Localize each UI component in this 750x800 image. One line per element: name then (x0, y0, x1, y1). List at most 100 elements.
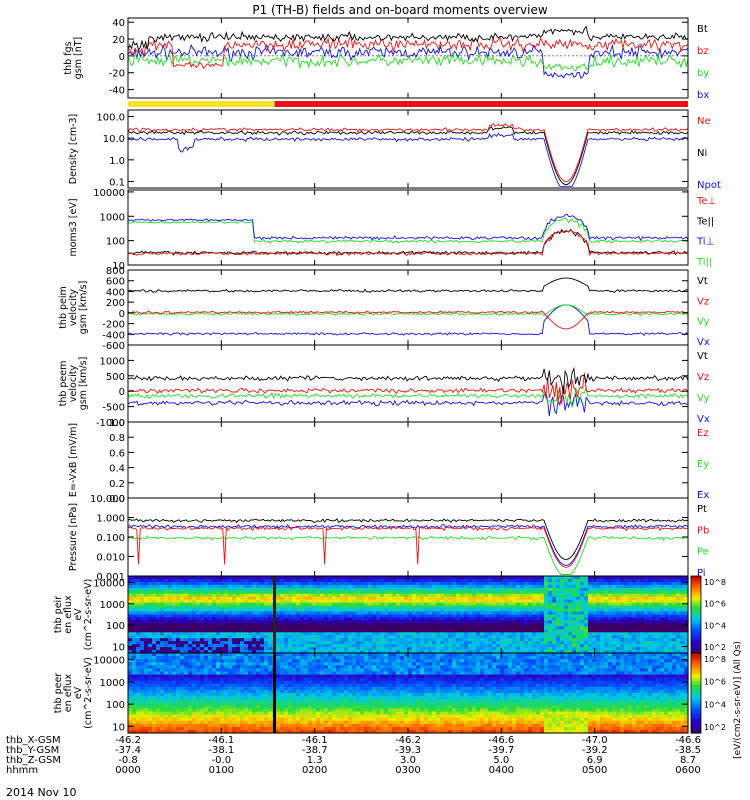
peir_spectrogram-cell (384, 650, 389, 654)
peir_spectrogram-cell (548, 617, 553, 622)
peir_spectrogram-cell (140, 629, 145, 633)
peir_spectrogram-cell (456, 605, 461, 610)
peir_spectrogram-cell (432, 647, 437, 651)
peir_spectrogram-cell (608, 587, 613, 592)
peir_spectrogram-cell (628, 614, 633, 619)
peir_spectrogram-cell (640, 584, 645, 589)
peer_spectrogram-cell (148, 656, 153, 660)
peir_spectrogram-cell (264, 632, 269, 636)
peer_spectrogram-cell (140, 689, 145, 694)
peer_spectrogram-cell (160, 717, 165, 722)
peir_spectrogram-cell (276, 587, 281, 592)
peer_spectrogram-cell (192, 653, 197, 657)
peir_spectrogram-cell (176, 599, 181, 604)
peir_spectrogram-cell (452, 578, 457, 583)
peir_spectrogram-cell (260, 644, 265, 648)
peir_spectrogram-cell (624, 584, 629, 589)
peer_spectrogram-cell (216, 653, 221, 657)
peir_spectrogram-cell (172, 635, 177, 639)
peir_spectrogram-cell (132, 620, 137, 624)
peir_spectrogram-cell (156, 581, 161, 586)
peir_spectrogram-cell (472, 635, 477, 639)
peer_spectrogram-cell (200, 726, 205, 731)
peer_spectrogram-cell (164, 656, 169, 660)
peer_spectrogram-cell (216, 693, 221, 697)
peir_spectrogram-cell (268, 638, 273, 642)
peir_spectrogram-cell (664, 632, 669, 636)
peir_spectrogram-cell (356, 650, 361, 654)
peer_spectrogram-cell (244, 729, 249, 734)
peer_spectrogram-cell (224, 680, 229, 685)
peir_spectrogram-cell (204, 644, 209, 648)
peir_spectrogram-cell (284, 584, 289, 589)
peer_spectrogram-cell (172, 683, 177, 688)
pressure-series-Pi (127, 523, 689, 566)
peir_spectrogram-cell (540, 576, 545, 580)
peir_spectrogram-cell (264, 605, 269, 610)
peir_spectrogram-cell (584, 632, 589, 636)
peir_spectrogram-cell (140, 647, 145, 651)
peir_spectrogram-cell (392, 623, 397, 627)
peir_spectrogram-cell (348, 584, 353, 589)
peir_spectrogram-cell (152, 641, 157, 645)
peir_spectrogram-cell (344, 614, 349, 619)
peir_spectrogram-cell (552, 602, 557, 607)
peir_spectrogram-cell (288, 650, 293, 654)
peir_spectrogram-cell (196, 614, 201, 619)
peir_spectrogram-cell (392, 590, 397, 595)
peir_spectrogram-cell (652, 650, 657, 654)
peer_spectrogram-cell (192, 696, 197, 700)
peir_spectrogram-cell (476, 602, 481, 607)
peir_spectrogram-cell (400, 584, 405, 589)
peer_spectrogram-cell (228, 696, 233, 700)
peir_spectrogram-cell (156, 596, 161, 601)
peir_spectrogram-cell (540, 593, 545, 598)
peer_spectrogram-cell (128, 714, 133, 719)
peir_spectrogram-cell (616, 614, 621, 619)
peir_spectrogram-cell (588, 632, 593, 636)
peer_spectrogram-cell (152, 708, 157, 713)
peir_spectrogram-cell (400, 617, 405, 622)
peer_spectrogram-cell (184, 723, 189, 728)
peir_spectrogram-cell (212, 620, 217, 624)
peer_spectrogram-cell (140, 668, 145, 673)
peir_spectrogram-cell (252, 590, 257, 595)
peer_spectrogram-cell (204, 659, 209, 663)
peir_spectrogram-cell (644, 632, 649, 636)
peir_spectrogram-cell (192, 623, 197, 627)
peir_spectrogram-cell (368, 623, 373, 627)
peir_spectrogram-cell (548, 650, 553, 654)
peir_spectrogram-cell (220, 635, 225, 639)
peir_spectrogram-cell (260, 596, 265, 601)
peir_spectrogram-cell (556, 584, 561, 589)
peir_spectrogram-cell (424, 635, 429, 639)
peir_spectrogram-cell (208, 587, 213, 592)
peir_spectrogram-cell (544, 638, 549, 642)
peir_spectrogram-cell (216, 620, 221, 624)
peir_spectrogram-cell (464, 626, 469, 630)
peir_spectrogram-cell (328, 623, 333, 627)
peir_spectrogram-cell (388, 641, 393, 645)
peer_spectrogram-cell (184, 662, 189, 666)
peir_spectrogram-cell (244, 599, 249, 604)
peir_spectrogram-cell (524, 617, 529, 622)
peir_spectrogram-cell (296, 599, 301, 604)
peir_spectrogram-cell (552, 596, 557, 601)
peer_spectrogram-cell (144, 699, 149, 703)
peir_spectrogram-cell (644, 641, 649, 645)
peir_spectrogram-cell (180, 581, 185, 586)
peer_spectrogram-cell (248, 671, 253, 676)
peir_spectrogram-cell (268, 605, 273, 610)
fgs-series-bx (127, 43, 689, 80)
peir_spectrogram-cell (592, 596, 597, 601)
peir_spectrogram-cell (192, 638, 197, 642)
peir_spectrogram-cell (144, 581, 149, 586)
peer_spectrogram-cell (252, 680, 257, 685)
peer_spectrogram-cell (244, 665, 249, 669)
peer_spectrogram-cell (208, 662, 213, 666)
peir_spectrogram-cell (536, 602, 541, 607)
peer_spectrogram-cell (212, 653, 217, 657)
peir_spectrogram-cell (204, 605, 209, 610)
peer_spectrogram-cell (172, 702, 177, 706)
peir_spectrogram-cell (572, 641, 577, 645)
